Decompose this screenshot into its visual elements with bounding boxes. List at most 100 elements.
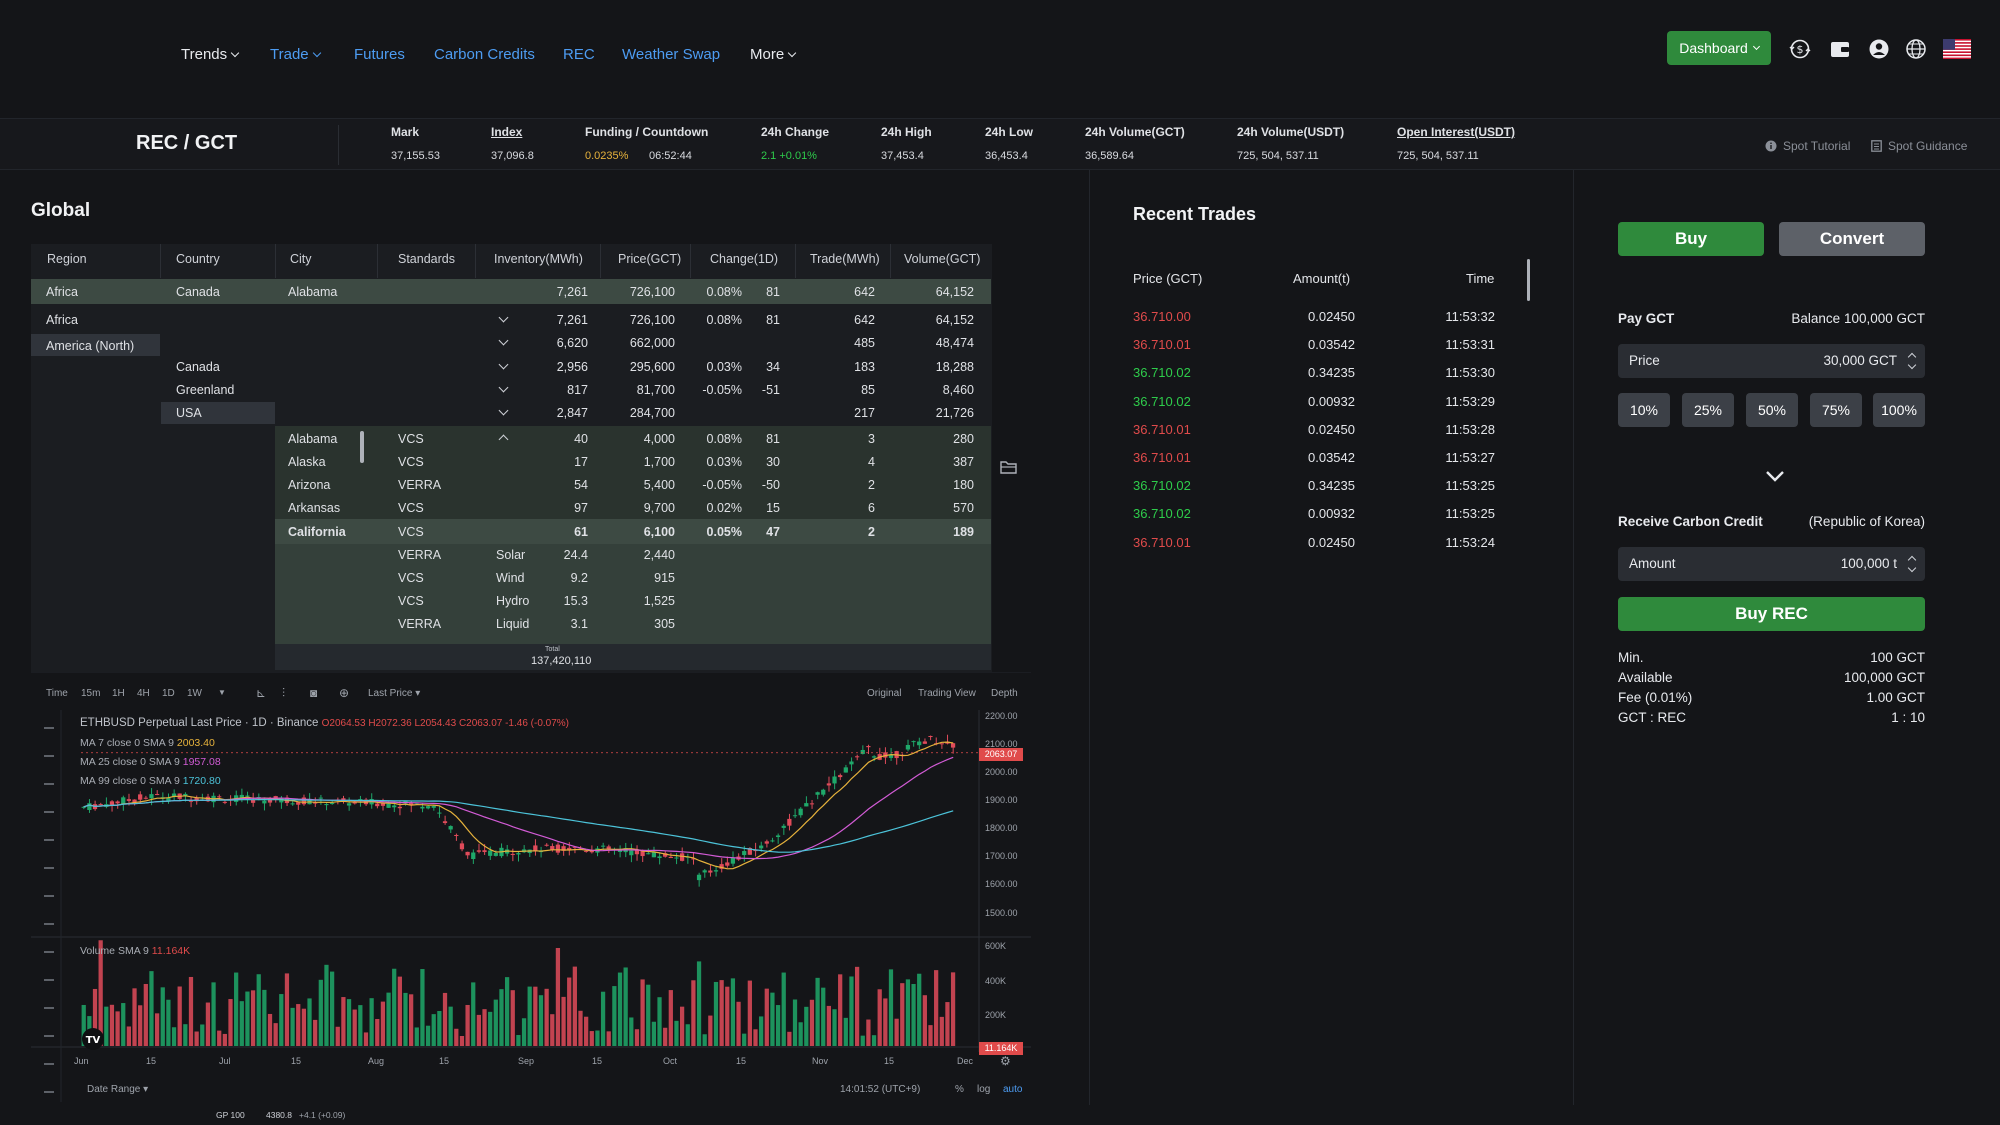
cell-city[interactable]: Alabama — [288, 432, 338, 446]
spot-guidance-link[interactable]: Spot Guidance — [1871, 139, 1967, 153]
interval-15m[interactable]: 15m — [81, 688, 101, 699]
col-header-city[interactable]: City — [290, 252, 312, 266]
volume-bar — [516, 1035, 521, 1046]
interval-4h[interactable]: 4H — [137, 688, 150, 699]
swap-arrow-down-icon[interactable] — [1764, 468, 1786, 484]
col-header-price[interactable]: Price(GCT) — [618, 252, 682, 266]
candle — [154, 794, 160, 796]
decrement-icon[interactable] — [1907, 360, 1917, 370]
cell-trade: 642 — [854, 313, 875, 327]
cell-volume: 64,152 — [935, 285, 974, 299]
percent-25-button[interactable]: 25% — [1682, 393, 1734, 427]
folder-icon[interactable] — [999, 458, 1019, 476]
volume-bar — [279, 994, 284, 1046]
nav-futures[interactable]: Futures — [354, 46, 405, 63]
high-value: 37,453.4 — [881, 150, 924, 162]
volume-bar — [442, 992, 448, 1046]
view-depth[interactable]: Depth — [991, 688, 1018, 699]
table-row-selected[interactable] — [31, 279, 991, 304]
percent-75-button[interactable]: 75% — [1810, 393, 1862, 427]
last-price-dropdown[interactable]: Last Price ▾ — [368, 688, 421, 699]
convert-tab-button[interactable]: Convert — [1779, 222, 1925, 256]
chart-settings-icon[interactable]: ⚙ — [1000, 1054, 1011, 1068]
dashboard-button[interactable]: Dashboard — [1667, 31, 1771, 65]
cell-volume: 180 — [953, 478, 974, 492]
scale-percent[interactable]: % — [955, 1084, 964, 1095]
us-flag-icon[interactable] — [1943, 39, 1971, 59]
candle — [222, 801, 227, 803]
percent-50-button[interactable]: 50% — [1746, 393, 1798, 427]
volume-bar — [290, 1007, 295, 1046]
info-fee-value: 1.00 GCT — [1866, 690, 1925, 705]
col-header-inventory[interactable]: Inventory(MWh) — [494, 252, 583, 266]
amount-input[interactable]: Amount 100,000 t — [1618, 547, 1925, 581]
scrollbar-thumb[interactable] — [360, 431, 364, 463]
dollar-exchange-icon[interactable]: $ — [1789, 38, 1811, 60]
chart-clock: 14:01:52 (UTC+9) — [840, 1084, 921, 1095]
add-indicator-icon[interactable]: ⊕ — [339, 686, 350, 700]
price-input[interactable]: Price 30,000 GCT — [1618, 344, 1925, 378]
x-tick: Oct — [663, 1056, 678, 1066]
volume-bar — [742, 1033, 747, 1046]
trade-price: 36.710.01 — [1133, 534, 1191, 550]
interval-1d[interactable]: 1D — [162, 688, 175, 699]
list-item-region[interactable]: America (North) — [46, 339, 135, 353]
col-header-country[interactable]: Country — [176, 252, 220, 266]
y-tick: 1700.00 — [985, 851, 1018, 861]
scale-auto[interactable]: auto — [1003, 1084, 1023, 1095]
scrollbar-thumb[interactable] — [1527, 259, 1530, 301]
chart-type-icon[interactable]: ⊾ — [256, 686, 267, 700]
nav-carbon-credits[interactable]: Carbon Credits — [434, 46, 535, 63]
index-label[interactable]: Index — [491, 125, 523, 139]
interval-time[interactable]: Time — [46, 688, 68, 699]
user-icon[interactable] — [1868, 38, 1890, 60]
list-item-country[interactable]: Canada — [176, 360, 220, 374]
candlestick-chart[interactable]: TV — [31, 672, 1031, 1106]
col-header-standards[interactable]: Standards — [398, 252, 455, 266]
col-header-region[interactable]: Region — [47, 252, 87, 266]
candle — [617, 849, 623, 852]
cell-city[interactable]: California — [288, 525, 346, 539]
cell-city[interactable]: Arizona — [288, 478, 331, 492]
interval-dropdown-icon[interactable]: ▼ — [218, 688, 226, 697]
cell-inventory: 6,620 — [556, 336, 588, 350]
col-header-trade[interactable]: Trade(MWh) — [810, 252, 880, 266]
cell-price: 662,000 — [629, 336, 675, 350]
spot-tutorial-link[interactable]: Spot Tutorial — [1765, 139, 1850, 153]
candle-style-icon[interactable]: ⫶ — [282, 686, 286, 700]
volume-bar — [905, 979, 911, 1046]
decrement-icon[interactable] — [1907, 563, 1917, 573]
col-header-change[interactable]: Change(1D) — [710, 252, 779, 266]
wallet-icon[interactable] — [1829, 38, 1851, 60]
camera-icon[interactable]: ◙ — [310, 686, 318, 700]
nav-rec[interactable]: REC — [563, 46, 595, 63]
interval-1w[interactable]: 1W — [187, 688, 202, 699]
buy-rec-button[interactable]: Buy REC — [1618, 597, 1925, 631]
list-item-country[interactable]: Greenland — [176, 383, 235, 397]
nav-more[interactable]: More — [750, 46, 797, 63]
list-item-region[interactable]: Africa — [46, 313, 78, 327]
volume-bar — [166, 999, 171, 1046]
date-range-dropdown[interactable]: Date Range ▾ — [87, 1084, 149, 1095]
cell-city[interactable]: Arkansas — [288, 501, 341, 515]
view-trading-view[interactable]: Trading View — [918, 688, 976, 699]
percent-100-button[interactable]: 100% — [1873, 393, 1925, 427]
scale-log[interactable]: log — [977, 1084, 991, 1095]
cell-city[interactable]: Alaska — [288, 455, 326, 469]
percent-10-button[interactable]: 10% — [1618, 393, 1670, 427]
candle — [589, 850, 594, 853]
volume-tag: 11.164K — [979, 1042, 1023, 1055]
nav-trade[interactable]: Trade — [270, 46, 321, 63]
interval-1h[interactable]: 1H — [112, 688, 125, 699]
volume-bar — [838, 974, 843, 1046]
view-original[interactable]: Original — [867, 688, 902, 699]
list-item-country[interactable]: USA — [176, 406, 202, 420]
globe-icon[interactable] — [1905, 38, 1927, 60]
buy-tab-button[interactable]: Buy — [1618, 222, 1764, 256]
col-header-volume[interactable]: Volume(GCT) — [904, 252, 981, 266]
volume-bar — [437, 1010, 442, 1046]
volume-bar — [403, 992, 408, 1046]
nav-weather-swap[interactable]: Weather Swap — [622, 46, 721, 63]
open-interest-label[interactable]: Open Interest(USDT) — [1397, 125, 1516, 139]
nav-trends[interactable]: Trends — [181, 46, 240, 63]
